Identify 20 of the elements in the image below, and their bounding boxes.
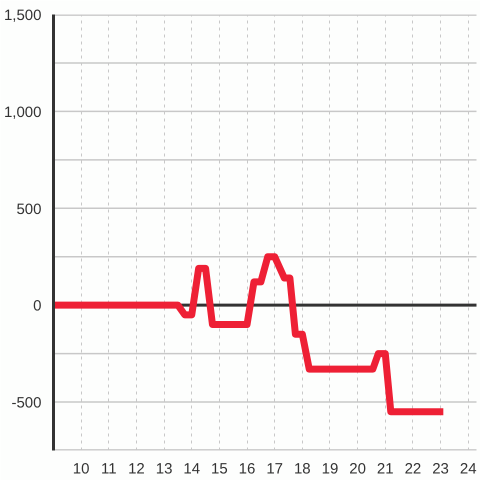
x-tick-label: 16 (238, 460, 256, 478)
x-tick-label: 10 (72, 460, 90, 478)
x-tick-label: 18 (294, 460, 311, 478)
y-tick-label: 1,000 (4, 104, 42, 121)
x-tick-label: 15 (211, 460, 228, 478)
y-tick-label: 500 (16, 200, 42, 218)
x-tick-label: 23 (432, 460, 449, 478)
x-tick-label: 24 (460, 460, 477, 478)
x-tick-label: 22 (404, 460, 422, 478)
x-tick-label: 20 (349, 460, 366, 478)
y-tick-label: 0 (33, 298, 42, 315)
y-tick-label: 1,500 (4, 7, 42, 24)
x-tick-label: 21 (376, 460, 394, 478)
x-tick-label: 13 (156, 460, 172, 478)
x-tick-label: 17 (266, 460, 284, 478)
x-tick-label: 14 (183, 460, 200, 478)
x-tick-label: 11 (101, 460, 117, 478)
y-tick-label: -500 (11, 394, 42, 412)
x-tick-label: 19 (322, 460, 338, 478)
x-tick-label: 12 (128, 460, 145, 478)
